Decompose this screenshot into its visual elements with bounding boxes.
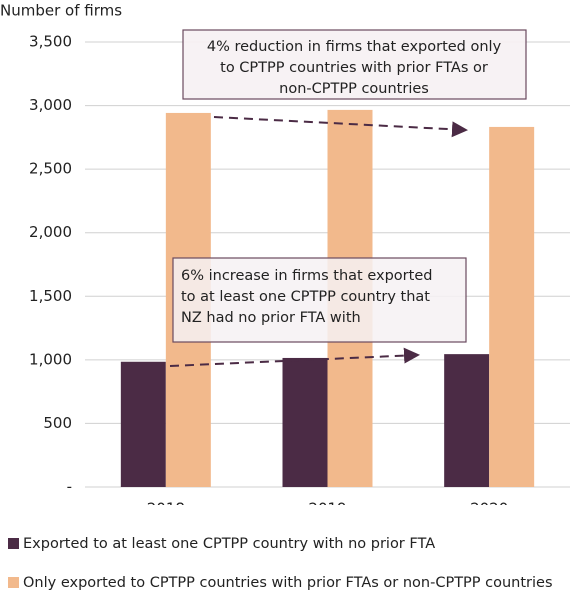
x-tick-label: 2020 — [470, 500, 508, 506]
trend-arrow — [213, 116, 468, 138]
annotation: to at least one CPTPP country that — [181, 289, 430, 305]
y-tick-label: 3,000 — [29, 96, 72, 114]
annotation: 6% increase in firms that exported — [181, 268, 432, 284]
bar — [120, 361, 166, 487]
annotation: 4% reduction in firms that exported only — [207, 39, 502, 55]
annotation: to CPTPP countries with prior FTAs or — [220, 60, 488, 76]
legend-label: Only exported to CPTPP countries with pr… — [23, 575, 553, 591]
y-tick-label: 1,000 — [29, 350, 72, 368]
y-axis-title: Number of firms — [0, 2, 122, 20]
x-tick-label: 2018 — [147, 500, 185, 506]
y-tick-label: 1,500 — [29, 287, 72, 305]
annotation-box — [182, 29, 527, 100]
chart: Number of firms - 500 1,000 1,500 2,000 2,500… — [0, 2, 570, 518]
y-tick-label: 500 — [43, 414, 72, 432]
annotation: NZ had no prior FTA with — [181, 310, 361, 326]
legend-item: Only exported to CPTPP countries with pr… — [8, 574, 568, 593]
annotation: non-CPTPP countries — [279, 81, 429, 97]
y-tick-label: 2,000 — [29, 223, 72, 241]
legend: Exported to at least one CPTPP country w… — [8, 535, 568, 613]
annotation-box — [172, 257, 467, 343]
y-tick-label: 2,500 — [29, 160, 72, 178]
y-tick-label: - — [67, 478, 72, 496]
bar — [282, 357, 328, 487]
legend-swatch — [8, 577, 19, 588]
y-tick-label: 3,500 — [29, 33, 72, 51]
legend-swatch — [8, 538, 19, 549]
trend-arrow — [169, 347, 420, 367]
x-tick-label: 2019 — [308, 500, 346, 506]
legend-label: Exported to at least one CPTPP country w… — [23, 536, 436, 552]
legend-item: Exported to at least one CPTPP country w… — [8, 535, 568, 554]
bar — [489, 126, 535, 487]
bar — [444, 354, 490, 487]
